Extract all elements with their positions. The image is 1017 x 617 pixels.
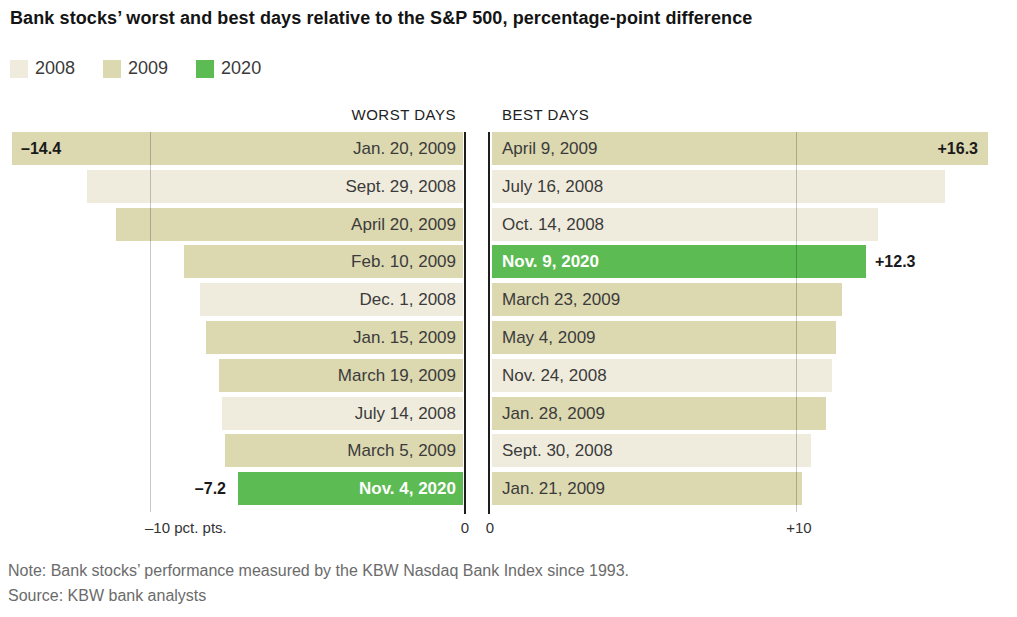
best-zero-axis <box>488 132 490 514</box>
bar-value-label: +12.3 <box>875 245 915 278</box>
bar-2009: April 20, 2009 <box>116 208 463 241</box>
bar-2009: March 19, 2009 <box>219 359 463 392</box>
bar-row: Jan. 15, 2009 <box>0 321 463 354</box>
bar-row: Jan. 20, 2009 –14.4 <box>0 132 463 165</box>
bar-date-label: July 16, 2008 <box>502 170 603 203</box>
bar-2008: Sept. 29, 2008 <box>87 170 463 203</box>
bar-chart: Jan. 20, 2009 –14.4 Sept. 29, 2008 April 20… <box>0 132 1017 541</box>
chart-title: Bank stocks’ worst and best days relativ… <box>10 8 752 29</box>
bar-row: Dec. 1, 2008 <box>0 283 463 316</box>
legend-item-2008: 2008 <box>10 58 75 79</box>
bar-row: July 14, 2008 <box>0 397 463 430</box>
bar-2009: May 4, 2009 <box>492 321 836 354</box>
bar-2009: March 23, 2009 <box>492 283 842 316</box>
bar-row: +12.3 Nov. 9, 2020 <box>492 245 1017 278</box>
bar-2008: Oct. 14, 2008 <box>492 208 878 241</box>
bar-row: Jan. 21, 2009 <box>492 472 1017 505</box>
bar-date-label: Jan. 21, 2009 <box>502 472 605 505</box>
legend-item-2009: 2009 <box>103 58 168 79</box>
bar-2009: Jan. 15, 2009 <box>206 321 463 354</box>
best-days-header: BEST DAYS <box>502 106 589 123</box>
legend-label: 2020 <box>221 58 261 79</box>
legend: 2008 2009 2020 <box>10 58 261 79</box>
bar-row: May 4, 2009 <box>492 321 1017 354</box>
gridline-plus10 <box>796 132 797 512</box>
note: Note: Bank stocks’ performance measured … <box>8 562 629 580</box>
bar-2008: Nov. 24, 2008 <box>492 359 832 392</box>
bar-row: Oct. 14, 2008 <box>492 208 1017 241</box>
legend-swatch-2008 <box>10 60 28 78</box>
bar-row: March 19, 2009 <box>0 359 463 392</box>
legend-swatch-2020 <box>196 60 214 78</box>
bar-row: March 23, 2009 <box>492 283 1017 316</box>
bar-row: July 16, 2008 <box>492 170 1017 203</box>
bar-date-label: Oct. 14, 2008 <box>502 208 604 241</box>
bar-value-label: –7.2 <box>195 472 226 505</box>
gridline-minus10 <box>150 132 151 512</box>
bar-date-label: July 14, 2008 <box>355 397 456 430</box>
bar-date-label: Jan. 20, 2009 <box>353 132 456 165</box>
bar-2009: Jan. 20, 2009 –14.4 <box>12 132 463 165</box>
bar-2009: March 5, 2009 <box>225 434 463 467</box>
tick-label-plus10: +10 <box>774 519 824 536</box>
bar-date-label: Nov. 9, 2020 <box>502 245 599 278</box>
bar-row: April 9, 2009 +16.3 <box>492 132 1017 165</box>
bar-row: Jan. 28, 2009 <box>492 397 1017 430</box>
bar-date-label: March 19, 2009 <box>338 359 456 392</box>
bar-date-label: March 23, 2009 <box>502 283 620 316</box>
bar-date-label: Jan. 28, 2009 <box>502 397 605 430</box>
bar-date-label: Dec. 1, 2008 <box>360 283 456 316</box>
worst-days-panel: Jan. 20, 2009 –14.4 Sept. 29, 2008 April 20… <box>0 132 463 506</box>
bar-date-label: April 9, 2009 <box>502 132 597 165</box>
chart-figure: Bank stocks’ worst and best days relativ… <box>0 0 1017 617</box>
bar-2008: July 14, 2008 <box>222 397 463 430</box>
bar-2009: April 9, 2009 +16.3 <box>492 132 988 165</box>
legend-item-2020: 2020 <box>196 58 261 79</box>
bar-date-label: Jan. 15, 2009 <box>353 321 456 354</box>
bar-2008: Dec. 1, 2008 <box>200 283 463 316</box>
bar-date-label: March 5, 2009 <box>347 434 456 467</box>
bar-date-label: Sept. 30, 2008 <box>502 434 613 467</box>
bar-2009: Feb. 10, 2009 <box>184 245 463 278</box>
bar-2020: Nov. 9, 2020 <box>492 245 866 278</box>
bar-date-label: May 4, 2009 <box>502 321 596 354</box>
bar-2009: Jan. 21, 2009 <box>492 472 802 505</box>
bar-date-label: Sept. 29, 2008 <box>345 170 456 203</box>
bar-2020: Nov. 4, 2020 <box>238 472 463 505</box>
bar-2009: Jan. 28, 2009 <box>492 397 826 430</box>
bar-2008: July 16, 2008 <box>492 170 945 203</box>
bar-row: March 5, 2009 <box>0 434 463 467</box>
bar-row: April 20, 2009 <box>0 208 463 241</box>
legend-label: 2008 <box>35 58 75 79</box>
bar-row: Feb. 10, 2009 <box>0 245 463 278</box>
legend-label: 2009 <box>128 58 168 79</box>
bar-row: Sept. 30, 2008 <box>492 434 1017 467</box>
bar-date-label: Nov. 4, 2020 <box>359 472 456 505</box>
best-days-panel: April 9, 2009 +16.3 July 16, 2008 Oct. 14, … <box>492 132 1017 506</box>
worst-zero-axis <box>464 132 466 514</box>
source: Source: KBW bank analysts <box>8 587 206 605</box>
tick-label-minus10: –10 pct. pts. <box>145 519 227 536</box>
bar-row: –7.2 Nov. 4, 2020 <box>0 472 463 505</box>
bar-date-label: Feb. 10, 2009 <box>351 245 456 278</box>
bar-value-label: +16.3 <box>938 132 978 165</box>
bar-row: Nov. 24, 2008 <box>492 359 1017 392</box>
bar-date-label: Nov. 24, 2008 <box>502 359 607 392</box>
bar-date-label: April 20, 2009 <box>351 208 456 241</box>
bar-2008: Sept. 30, 2008 <box>492 434 811 467</box>
worst-days-header: WORST DAYS <box>156 106 456 123</box>
bar-value-label: –14.4 <box>21 132 61 165</box>
bar-row: Sept. 29, 2008 <box>0 170 463 203</box>
tick-label-zero-best: 0 <box>475 519 505 536</box>
legend-swatch-2009 <box>103 60 121 78</box>
